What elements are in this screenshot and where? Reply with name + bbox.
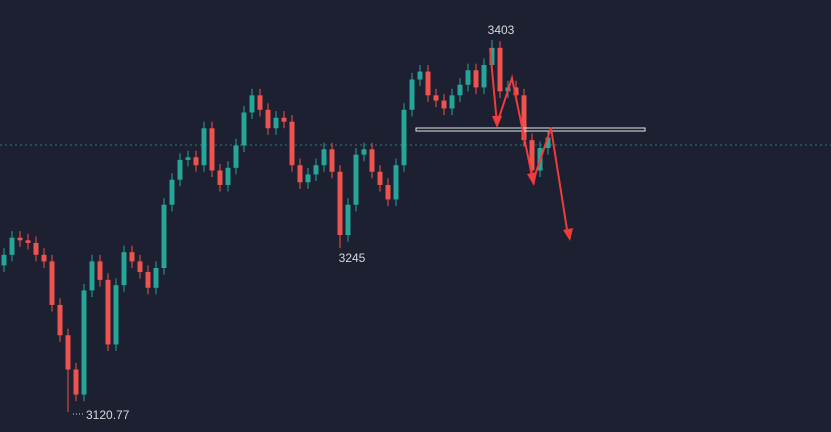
candle-body bbox=[65, 335, 71, 370]
candle-body bbox=[481, 64, 487, 88]
candle-body bbox=[289, 121, 295, 166]
candle-body bbox=[385, 184, 391, 200]
arrows bbox=[489, 47, 569, 237]
candle-body bbox=[137, 261, 143, 272]
candle-body bbox=[281, 117, 287, 122]
candle-body bbox=[377, 171, 383, 185]
candle-body bbox=[441, 100, 447, 109]
candle-body bbox=[457, 84, 463, 96]
candle-body bbox=[1, 254, 7, 266]
candle-body bbox=[409, 79, 415, 110]
candle-body bbox=[433, 95, 439, 101]
candle-body bbox=[489, 47, 495, 65]
candle-body bbox=[417, 71, 423, 80]
candle-body bbox=[273, 117, 279, 129]
candle-body bbox=[257, 95, 263, 110]
candle-body bbox=[17, 237, 23, 241]
candle-body bbox=[33, 242, 39, 255]
level-box bbox=[415, 127, 646, 132]
candle-body bbox=[545, 137, 551, 149]
arrow-heads bbox=[492, 116, 573, 241]
candle-body bbox=[193, 157, 199, 166]
candle-body bbox=[369, 149, 375, 172]
candle-body bbox=[201, 128, 207, 166]
candle-body bbox=[425, 71, 431, 96]
candle-body bbox=[177, 159, 183, 180]
candle-body bbox=[57, 304, 63, 336]
candle-body bbox=[313, 165, 319, 175]
candle-body bbox=[73, 369, 79, 395]
candle-body bbox=[89, 261, 95, 291]
candle-body bbox=[249, 95, 255, 113]
candle-body bbox=[217, 170, 223, 185]
candle-body bbox=[305, 174, 311, 183]
candle-body bbox=[97, 261, 103, 280]
arrow-head bbox=[563, 228, 573, 241]
candle-body bbox=[521, 95, 527, 141]
arrow-path bbox=[489, 47, 569, 237]
low-label: 3120.77 bbox=[86, 408, 130, 422]
candle-body bbox=[49, 261, 55, 305]
candle-body bbox=[473, 70, 479, 88]
candle-body bbox=[41, 254, 47, 262]
candle-body bbox=[497, 47, 503, 92]
candle-body bbox=[465, 70, 471, 85]
candle-body bbox=[225, 167, 231, 185]
candle-body bbox=[265, 109, 271, 129]
candle-body bbox=[345, 204, 351, 236]
candle-body bbox=[129, 252, 135, 262]
candle-body bbox=[81, 290, 87, 395]
candle-body bbox=[329, 149, 335, 172]
candle-body bbox=[153, 268, 159, 288]
candle-body bbox=[121, 252, 127, 286]
arrow-head bbox=[527, 172, 537, 186]
candle-body bbox=[393, 165, 399, 200]
candle-body bbox=[161, 204, 167, 269]
candle-body bbox=[185, 157, 191, 160]
candle-body bbox=[9, 237, 15, 255]
candle-body bbox=[169, 179, 175, 205]
candles bbox=[1, 39, 551, 413]
candle-body bbox=[105, 279, 111, 345]
high-label: 3403 bbox=[488, 23, 515, 37]
candle-body bbox=[209, 128, 215, 171]
candle-body bbox=[321, 149, 327, 166]
candle-body bbox=[337, 171, 343, 236]
candle-body bbox=[529, 140, 535, 171]
candle-body bbox=[145, 271, 151, 288]
candle-body bbox=[113, 285, 119, 345]
candle-body bbox=[241, 112, 247, 146]
candle-body bbox=[233, 145, 239, 168]
candle-body bbox=[353, 154, 359, 205]
candle-body bbox=[297, 165, 303, 183]
candle-body bbox=[361, 149, 367, 155]
candle-body bbox=[401, 109, 407, 166]
arrow-head bbox=[492, 116, 502, 128]
candle-body bbox=[449, 95, 455, 109]
swing-low-label: 3245 bbox=[339, 251, 366, 265]
candle-body bbox=[25, 240, 31, 243]
candle-body bbox=[513, 87, 519, 96]
